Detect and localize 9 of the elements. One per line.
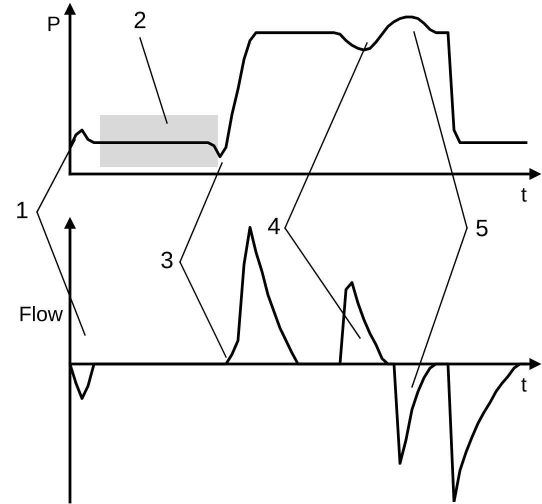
annotation: 4 [268,218,280,234]
y-axis-title: Flow [20,306,63,322]
annotation: 5 [476,220,488,236]
x-axis-title: t [521,378,527,392]
annotation: 3 [161,252,173,268]
text: 1 [17,202,28,218]
y-axis-title: P [48,16,60,32]
annotation: 2 [134,12,146,28]
x-axis-title: t [521,188,527,202]
